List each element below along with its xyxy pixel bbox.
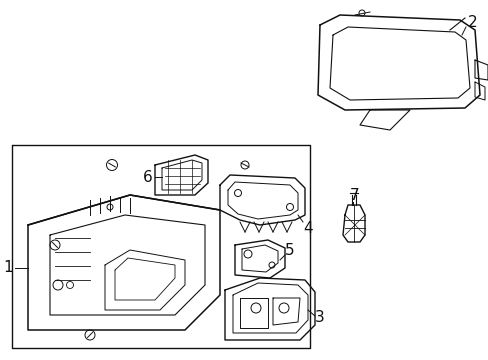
- Text: 2: 2: [467, 14, 477, 30]
- Text: 3: 3: [314, 310, 324, 325]
- Text: 4: 4: [303, 220, 312, 235]
- Text: 1: 1: [3, 261, 13, 275]
- Text: 5: 5: [285, 243, 294, 257]
- Text: 7: 7: [349, 188, 359, 202]
- Text: 6: 6: [143, 170, 153, 185]
